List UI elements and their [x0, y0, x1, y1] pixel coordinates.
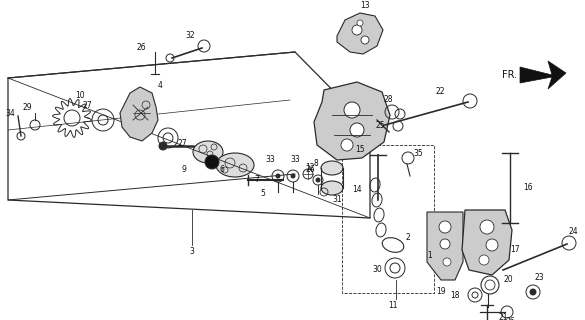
Ellipse shape	[321, 181, 343, 195]
Text: 27: 27	[177, 140, 187, 148]
Text: 26: 26	[136, 44, 146, 52]
Ellipse shape	[193, 141, 223, 163]
Text: 18: 18	[450, 291, 460, 300]
Text: FR.: FR.	[502, 70, 517, 80]
Text: 1: 1	[428, 251, 432, 260]
Text: 2: 2	[405, 233, 410, 242]
Text: 19: 19	[436, 287, 446, 297]
Text: 8: 8	[314, 159, 318, 169]
Text: 24: 24	[568, 228, 578, 236]
Polygon shape	[427, 212, 463, 280]
Text: 35: 35	[413, 148, 423, 157]
Text: 3: 3	[190, 247, 194, 257]
Circle shape	[439, 221, 451, 233]
Circle shape	[341, 139, 353, 151]
Circle shape	[479, 255, 489, 265]
Text: 29: 29	[22, 102, 32, 111]
Polygon shape	[337, 13, 383, 54]
Circle shape	[530, 289, 536, 295]
Text: 14: 14	[352, 186, 362, 195]
Bar	[342, 145, 434, 293]
Circle shape	[352, 25, 362, 35]
Circle shape	[357, 20, 363, 26]
Text: 16: 16	[523, 183, 533, 193]
Text: 9: 9	[181, 165, 187, 174]
Text: 10: 10	[75, 92, 85, 100]
Text: 36: 36	[505, 317, 515, 320]
Polygon shape	[314, 82, 390, 160]
Text: 6: 6	[219, 165, 225, 174]
Circle shape	[361, 36, 369, 44]
Circle shape	[480, 220, 494, 234]
Polygon shape	[120, 87, 158, 141]
Text: 13: 13	[360, 2, 370, 11]
Text: 17: 17	[510, 245, 520, 254]
Text: 33: 33	[290, 156, 300, 164]
Text: 23: 23	[534, 274, 544, 283]
Circle shape	[276, 174, 280, 178]
Text: 25: 25	[375, 122, 385, 131]
Text: 15: 15	[355, 146, 365, 155]
Text: 11: 11	[388, 300, 398, 309]
Circle shape	[159, 142, 167, 150]
Polygon shape	[462, 210, 512, 275]
Text: 4: 4	[157, 81, 163, 90]
Circle shape	[350, 123, 364, 137]
Text: 33: 33	[265, 156, 275, 164]
Text: 27: 27	[82, 101, 92, 110]
Circle shape	[486, 239, 498, 251]
Text: 20: 20	[503, 276, 513, 284]
Text: 12: 12	[305, 164, 315, 172]
Ellipse shape	[216, 153, 254, 177]
Text: 5: 5	[260, 189, 266, 198]
Text: 26: 26	[305, 165, 315, 174]
Text: 7: 7	[254, 174, 259, 183]
Circle shape	[291, 174, 295, 178]
Text: 31: 31	[332, 196, 342, 204]
Polygon shape	[520, 61, 566, 89]
Circle shape	[443, 258, 451, 266]
Circle shape	[344, 102, 360, 118]
Ellipse shape	[321, 161, 343, 175]
Text: 30: 30	[372, 266, 382, 275]
Text: 22: 22	[435, 87, 445, 97]
Text: 32: 32	[185, 31, 195, 41]
Text: 34: 34	[5, 108, 15, 117]
Circle shape	[316, 178, 320, 182]
Circle shape	[205, 155, 219, 169]
Text: 21: 21	[498, 313, 508, 320]
Circle shape	[440, 239, 450, 249]
Text: 28: 28	[383, 95, 393, 105]
